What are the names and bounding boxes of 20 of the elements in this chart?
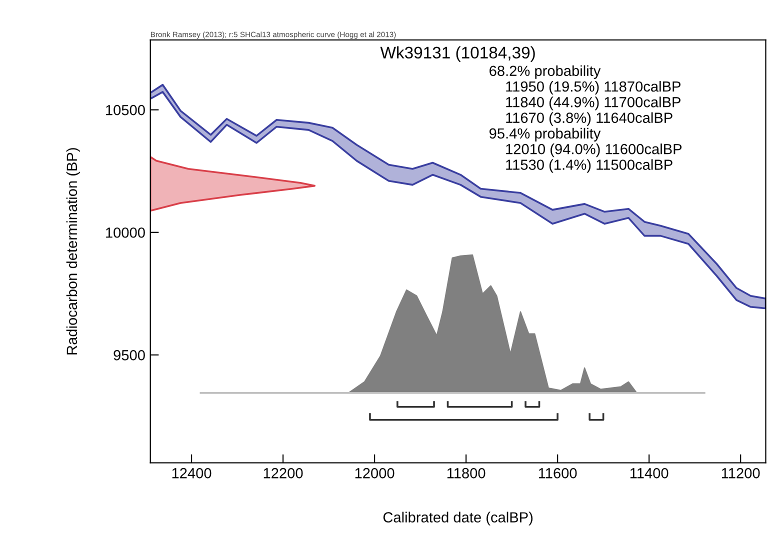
annotation: 68.2% probability	[490, 65, 601, 79]
annotation: 11840 (44.9%) 11700calBP	[506, 96, 680, 110]
x-tick-label: 12200	[264, 468, 303, 478]
annotation: 11950 (19.5%) 11870calBP	[506, 80, 680, 95]
x-tick-label: 11200	[722, 468, 760, 478]
x-tick-label: 11800	[447, 468, 486, 478]
annotation: 11670 (3.8%) 11640calBP	[506, 112, 672, 126]
annotation: 12010 (94.0%) 11600calBP	[506, 144, 682, 158]
x-tick-label: 11400	[630, 468, 668, 478]
x-tick-label: 12000	[355, 468, 394, 478]
y-tick-label: 10000	[106, 227, 145, 238]
chart-title: Wk39131 (10184,39)	[380, 46, 535, 62]
annotation: 95.4% probability	[490, 128, 601, 142]
x-tick-label: 12400	[172, 468, 212, 478]
y-tick-label: 10500	[106, 104, 145, 116]
y-tick-label: 9500	[114, 350, 145, 360]
annotation: 11530 (1.4%) 11500calBP	[506, 159, 672, 173]
x-axis-title: Calibrated date (calBP)	[383, 512, 533, 526]
y-axis-title: Radiocarbon determination (BP)	[66, 148, 80, 354]
x-tick-label: 11600	[538, 468, 577, 478]
